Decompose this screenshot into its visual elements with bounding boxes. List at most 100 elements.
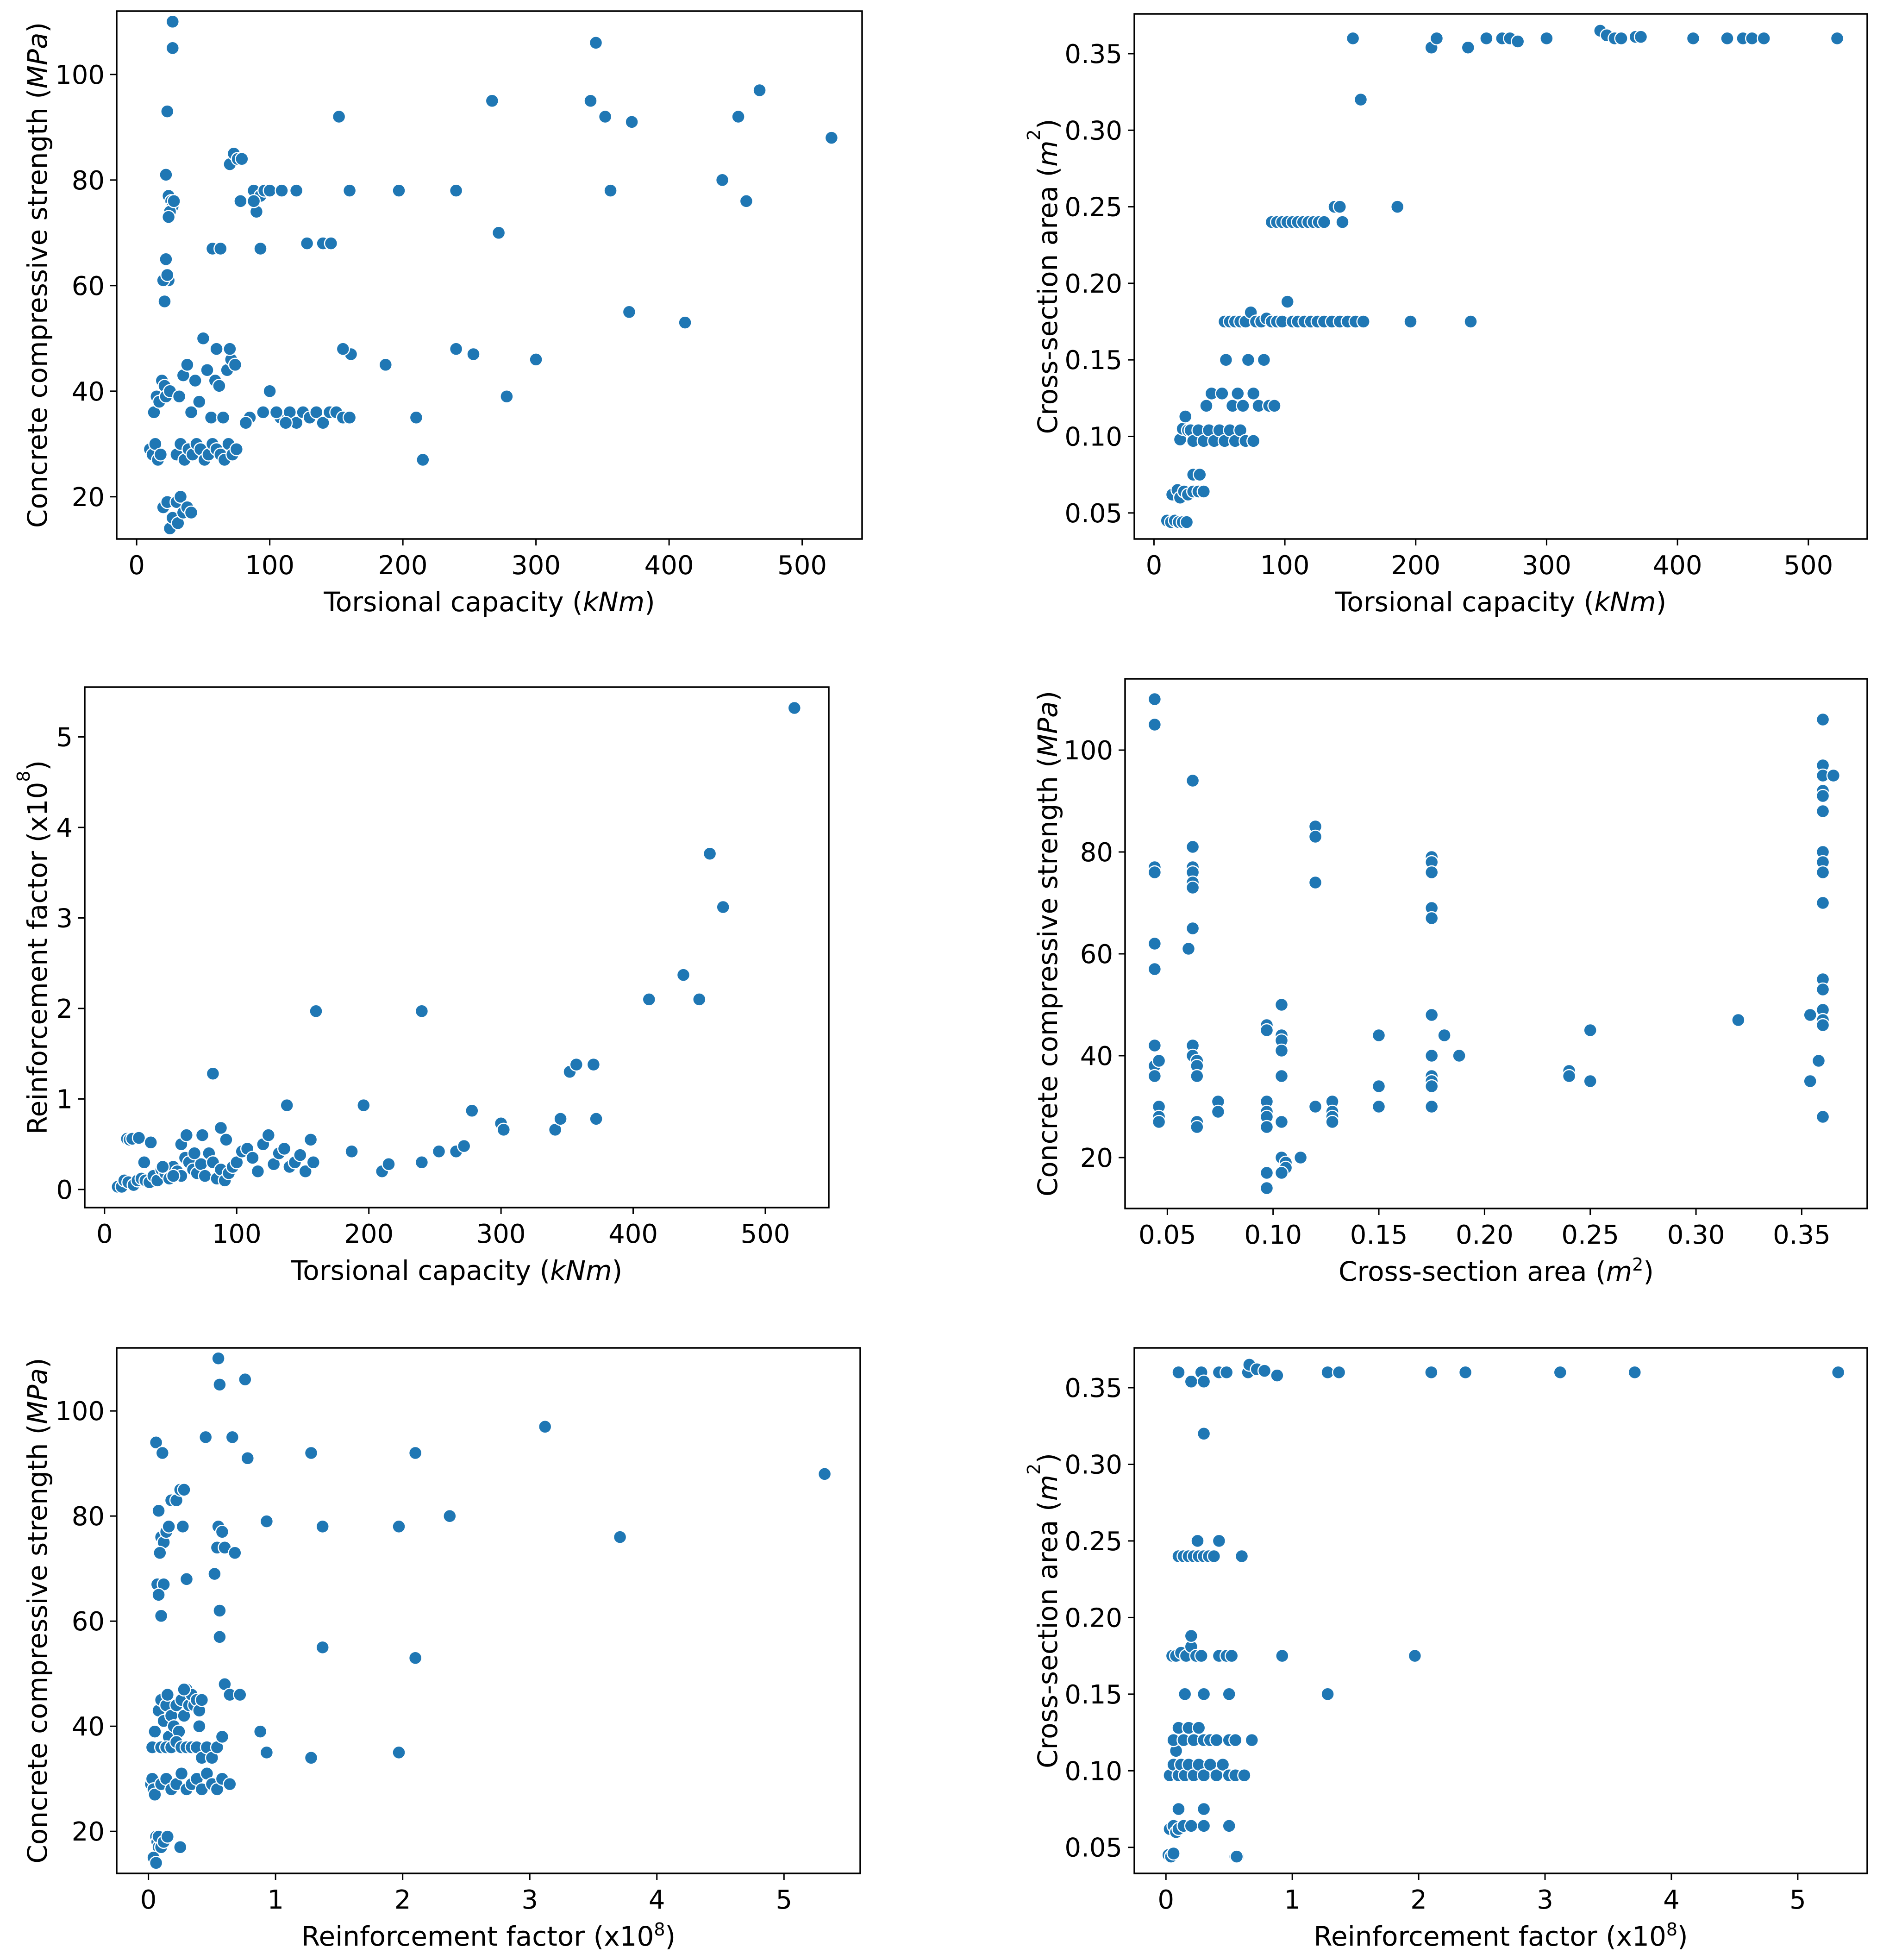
y-axis-label-text: Concrete compressive strength (: [1032, 757, 1063, 1196]
data-point: [1403, 314, 1418, 329]
data-point: [1280, 294, 1295, 309]
data-point: [1171, 1802, 1186, 1816]
data-point: [155, 1446, 170, 1460]
data-point: [342, 183, 357, 198]
data-point: [225, 1430, 240, 1445]
data-point: [409, 410, 424, 425]
data-point: [1731, 1013, 1745, 1027]
data-point: [278, 415, 293, 430]
data-point: [1229, 1849, 1244, 1864]
data-point: [1424, 911, 1439, 926]
data-point: [1345, 31, 1360, 46]
y-tick-label: 20: [1080, 1143, 1113, 1173]
data-point: [172, 389, 187, 404]
data-point: [500, 389, 514, 404]
x-axis-label-close: ): [1656, 586, 1667, 618]
data-point: [1196, 1819, 1211, 1833]
x-tick-label: 0.35: [1773, 1220, 1831, 1250]
data-point: [1185, 839, 1200, 854]
data-point: [1371, 1028, 1386, 1043]
data-point: [1259, 1120, 1274, 1134]
data-point: [1234, 1549, 1249, 1564]
y-axis-label-close: ): [1032, 1453, 1063, 1464]
data-point: [144, 1135, 158, 1150]
y-axis-label-close: ): [22, 22, 53, 33]
x-tick-label: 0.15: [1350, 1220, 1408, 1250]
data-point: [156, 1159, 170, 1174]
data-point: [219, 1133, 233, 1147]
y-axis-label-unit: MPa: [1032, 701, 1063, 758]
data-point: [1562, 1069, 1576, 1083]
data-point: [1228, 1733, 1243, 1747]
data-point: [200, 363, 214, 377]
x-tick-label: 0: [1157, 1885, 1174, 1915]
data-point: [192, 395, 206, 409]
data-point: [1212, 1534, 1226, 1548]
plot-frame: [1124, 678, 1868, 1209]
data-point: [739, 194, 754, 208]
y-tick-label: 0.15: [1064, 345, 1122, 376]
plot-frame: [116, 10, 863, 540]
data-point: [824, 131, 839, 145]
data-point: [131, 1131, 146, 1145]
x-tick-label: 3: [521, 1885, 538, 1915]
data-point: [160, 1829, 175, 1844]
data-point: [1745, 31, 1759, 46]
data-point: [622, 305, 637, 319]
data-point: [1274, 1043, 1289, 1058]
data-point: [1196, 1427, 1211, 1441]
data-point: [1181, 941, 1196, 956]
data-point: [1231, 386, 1245, 401]
y-tick-label: 0.10: [1064, 1756, 1122, 1786]
data-point: [1246, 434, 1261, 448]
data-point: [1274, 1115, 1289, 1129]
data-point: [414, 1155, 429, 1170]
y-tick-label: 0: [56, 1175, 73, 1205]
y-tick-label: 100: [55, 60, 105, 90]
x-tick-label: 400: [608, 1219, 658, 1249]
data-point: [1219, 1365, 1234, 1380]
x-tick-label: 0.10: [1244, 1220, 1302, 1250]
x-tick-label: 0: [140, 1885, 157, 1915]
data-point: [198, 1169, 212, 1183]
data-point: [1224, 1648, 1239, 1663]
data-point: [1831, 1365, 1845, 1380]
data-point: [1353, 92, 1368, 107]
data-point: [1308, 1099, 1323, 1114]
data-point: [306, 1155, 321, 1170]
data-point: [1178, 409, 1193, 424]
y-tick-label: 0.10: [1064, 422, 1122, 452]
data-point: [553, 1112, 568, 1126]
data-point: [589, 1112, 603, 1126]
y-tick-label: 60: [72, 1607, 105, 1637]
data-point: [1259, 1181, 1274, 1196]
data-point: [613, 1530, 627, 1544]
data-points: [143, 14, 839, 536]
data-point: [1627, 1365, 1642, 1380]
x-axis-label-text: Torsional capacity (: [291, 1255, 551, 1286]
x-axis-label: Torsional capacity (kNm): [323, 586, 655, 618]
data-point: [196, 331, 211, 346]
data-point: [233, 194, 248, 208]
data-point: [485, 94, 500, 108]
x-tick-label: 400: [644, 551, 694, 581]
data-point: [716, 900, 730, 914]
data-point: [173, 489, 188, 504]
data-point: [625, 115, 639, 129]
data-point: [324, 236, 338, 250]
data-point: [457, 1139, 471, 1153]
data-point: [598, 109, 613, 124]
y-axis-label-text: Cross-section area (: [1032, 167, 1063, 434]
data-point: [1245, 1733, 1259, 1747]
data-point: [280, 1098, 294, 1113]
data-point: [1259, 1023, 1274, 1038]
data-point: [1429, 31, 1444, 46]
data-point: [1815, 804, 1830, 819]
data-point: [1179, 515, 1194, 529]
y-axis-label-unit: m: [1032, 1475, 1063, 1501]
data-point: [678, 315, 692, 330]
x-tick-label: 0: [1146, 551, 1163, 581]
data-point: [194, 1693, 209, 1707]
y-axis-label-superscript: 2: [1024, 129, 1044, 140]
x-axis-label-unit: kNm: [583, 586, 644, 618]
